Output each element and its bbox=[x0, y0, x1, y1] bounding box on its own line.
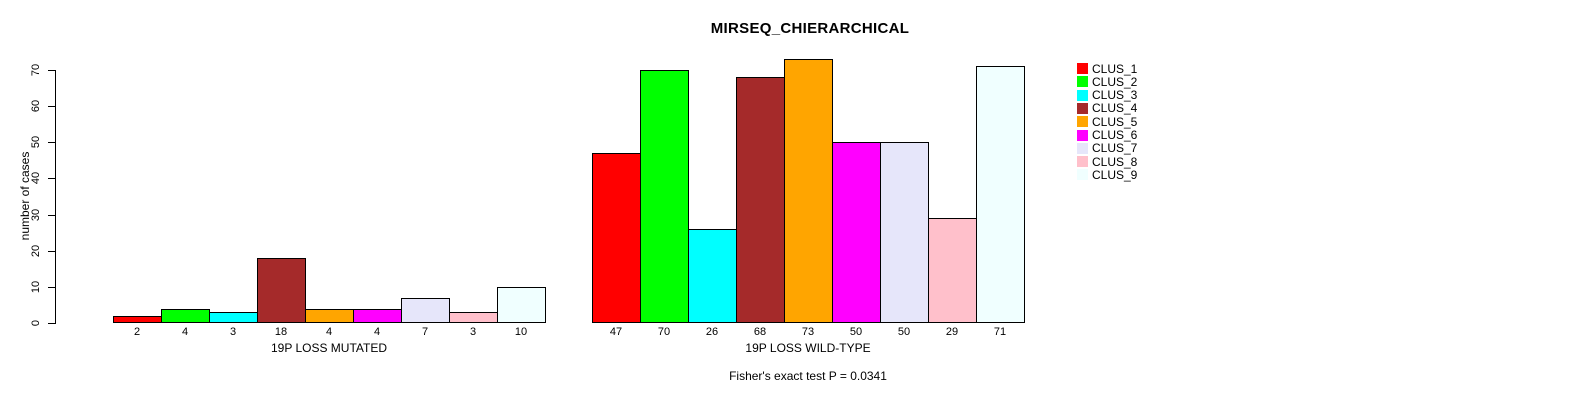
legend-swatch-clus_4 bbox=[1077, 102, 1088, 114]
bar-value-label: 50 bbox=[849, 326, 863, 338]
y-tick-label: 0 bbox=[30, 319, 42, 327]
y-tick bbox=[48, 250, 55, 252]
bar-clus_2 bbox=[161, 308, 210, 323]
y-tick bbox=[48, 323, 55, 324]
legend-label: CLUS_8 bbox=[1092, 154, 1138, 169]
bar-value-label: 3 bbox=[229, 326, 237, 338]
bar-clus_7 bbox=[401, 297, 450, 323]
bar-value-label: 4 bbox=[181, 326, 189, 338]
bar-clus_6 bbox=[353, 308, 402, 323]
legend-label: CLUS_2 bbox=[1092, 74, 1138, 89]
fisher-note: Fisher's exact test P = 0.0341 bbox=[729, 369, 887, 383]
legend-label: CLUS_4 bbox=[1092, 101, 1138, 116]
bar-clus_8 bbox=[928, 218, 977, 323]
bar-value-label: 2 bbox=[133, 326, 141, 338]
y-tick bbox=[48, 286, 55, 288]
bar-value-label: 70 bbox=[657, 326, 671, 338]
bar-clus_4 bbox=[257, 257, 306, 323]
bar-clus_4 bbox=[736, 77, 785, 323]
bar-value-label: 4 bbox=[325, 326, 333, 338]
bar-clus_6 bbox=[832, 142, 881, 323]
y-tick bbox=[48, 178, 55, 180]
legend-label: CLUS_3 bbox=[1092, 88, 1138, 103]
x-group-label: 19P LOSS WILD-TYPE bbox=[745, 341, 871, 355]
bar-value-label: 3 bbox=[469, 326, 477, 338]
bar-value-label: 71 bbox=[993, 326, 1007, 338]
legend-swatch-clus_7 bbox=[1077, 142, 1088, 154]
y-tick-label: 60 bbox=[30, 100, 42, 113]
bar-clus_3 bbox=[209, 312, 258, 323]
bar-value-label: 68 bbox=[753, 326, 767, 338]
y-tick-label: 40 bbox=[30, 172, 42, 185]
bar-clus_8 bbox=[449, 312, 498, 323]
legend-label: CLUS_7 bbox=[1092, 141, 1138, 156]
legend-swatch-clus_3 bbox=[1077, 89, 1088, 101]
y-tick-label: 50 bbox=[30, 136, 42, 149]
y-tick bbox=[48, 106, 55, 108]
bar-clus_3 bbox=[688, 229, 737, 323]
y-tick-label: 20 bbox=[30, 244, 42, 257]
bar-clus_1 bbox=[592, 153, 641, 323]
y-tick bbox=[48, 142, 55, 144]
y-axis-line bbox=[55, 70, 56, 324]
legend-label: CLUS_6 bbox=[1092, 128, 1138, 142]
bar-value-label: 47 bbox=[609, 326, 623, 338]
bar-value-label: 73 bbox=[801, 326, 815, 338]
bar-clus_7 bbox=[880, 142, 929, 323]
x-group-label: 19P LOSS MUTATED bbox=[270, 341, 388, 355]
y-tick-label: 10 bbox=[30, 280, 42, 293]
y-axis-label: number of cases bbox=[18, 151, 32, 241]
chart-title: MIRSEQ_CHIERARCHICAL bbox=[710, 20, 910, 37]
bar-clus_5 bbox=[305, 308, 354, 323]
bar-clus_2 bbox=[640, 70, 689, 323]
bar-clus_9 bbox=[497, 286, 546, 323]
bar-value-label: 7 bbox=[421, 326, 429, 338]
bar-value-label: 10 bbox=[514, 326, 528, 338]
bar-clus_1 bbox=[113, 315, 162, 323]
bar-value-label: 29 bbox=[945, 326, 959, 338]
bar-value-label: 18 bbox=[274, 326, 288, 338]
legend-swatch-clus_6 bbox=[1077, 129, 1088, 141]
bar-clus_5 bbox=[784, 59, 833, 323]
legend-label: CLUS_5 bbox=[1092, 114, 1138, 129]
bar-value-label: 26 bbox=[705, 326, 719, 338]
bar-clus_9 bbox=[976, 66, 1025, 323]
legend-swatch-clus_5 bbox=[1077, 116, 1088, 128]
bar-value-label: 50 bbox=[897, 326, 911, 338]
y-tick bbox=[48, 70, 55, 72]
legend-swatch-clus_9 bbox=[1077, 169, 1088, 181]
y-tick-label: 70 bbox=[30, 63, 42, 77]
bar-value-label: 4 bbox=[373, 326, 381, 338]
legend-swatch-clus_8 bbox=[1077, 156, 1088, 168]
legend-swatch-clus_2 bbox=[1077, 76, 1088, 88]
legend-swatch-clus_1 bbox=[1077, 63, 1088, 74]
y-tick-label: 30 bbox=[30, 208, 42, 221]
legend-label: CLUS_1 bbox=[1092, 61, 1138, 76]
y-tick bbox=[48, 214, 55, 216]
legend-label: CLUS_9 bbox=[1092, 167, 1138, 182]
